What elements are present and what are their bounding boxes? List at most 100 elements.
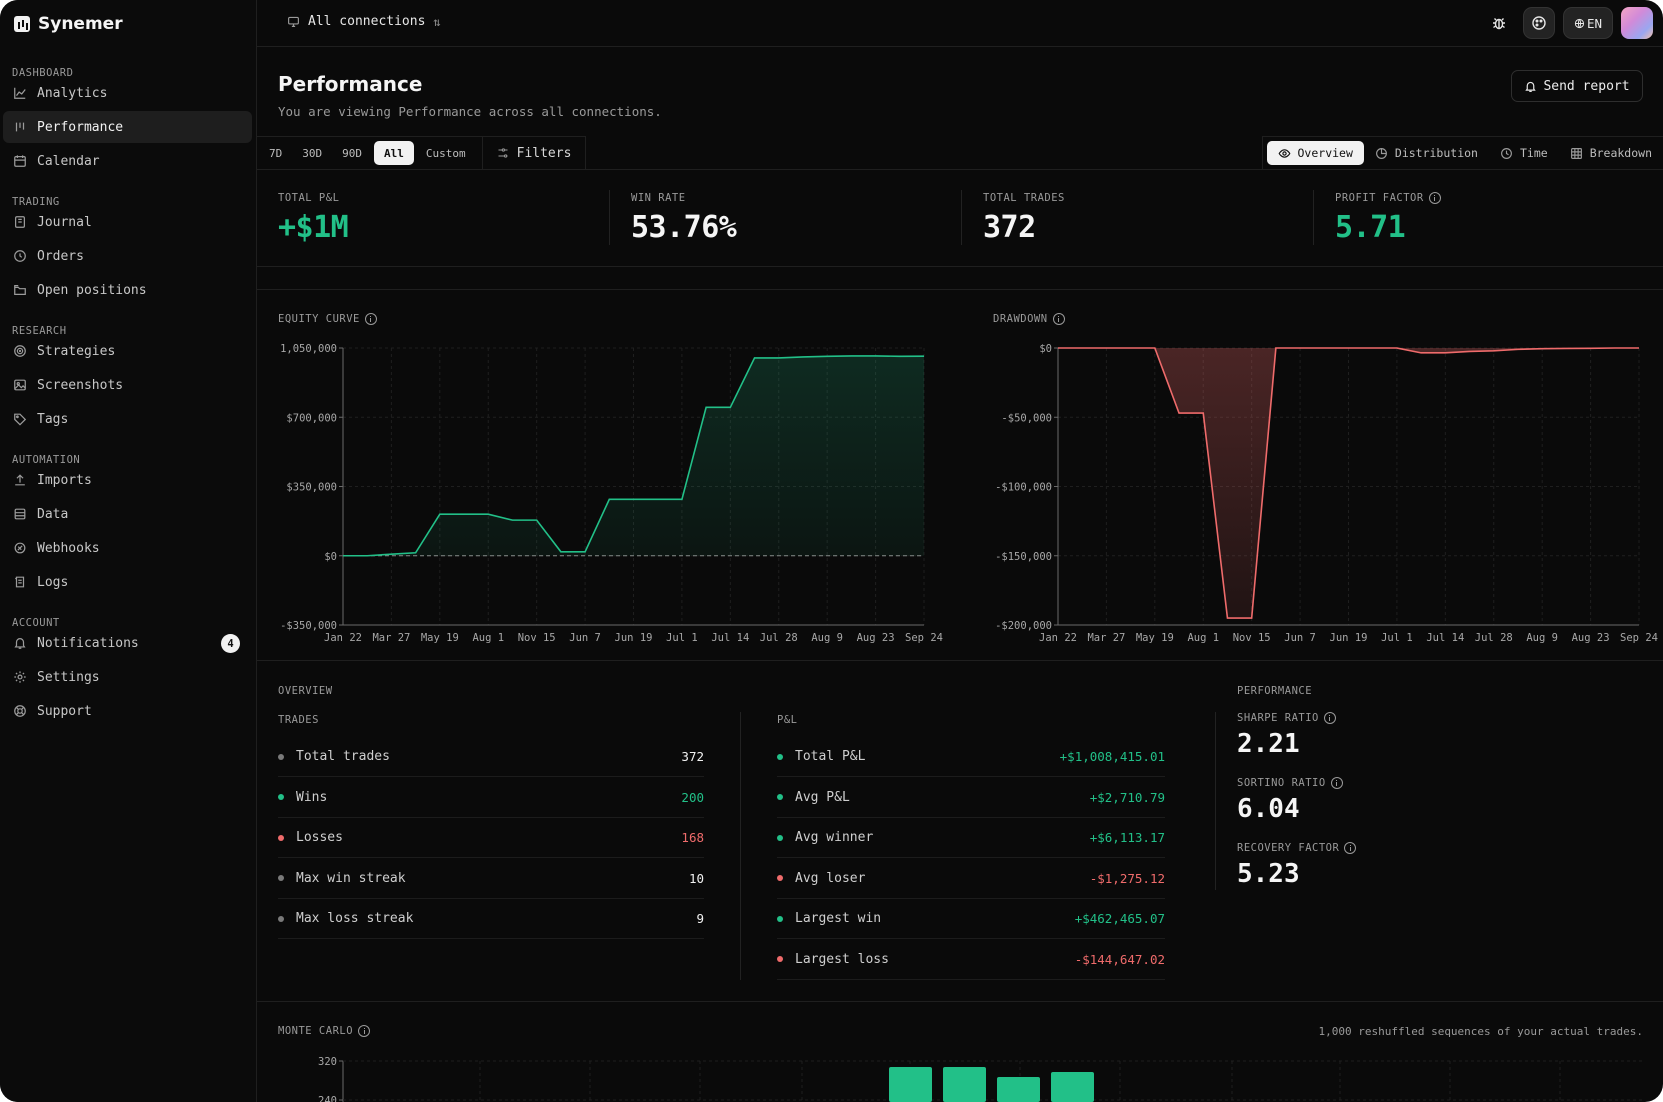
info-icon[interactable] (1323, 712, 1336, 724)
sidebar-item-tags[interactable]: Tags (3, 403, 252, 435)
sidebar-item-calendar[interactable]: Calendar (3, 145, 252, 177)
sidebar-item-orders[interactable]: Orders (3, 240, 252, 272)
grid-icon (1570, 147, 1582, 159)
sidebar-item-open-positions[interactable]: Open positions (3, 274, 252, 306)
list-item-value: 168 (681, 830, 704, 845)
list-item: Max win streak 10 (278, 859, 704, 899)
sidebar-section-label: RESEARCH (12, 325, 67, 337)
tab-overview[interactable]: Overview (1266, 141, 1364, 165)
metric-value: 2.21 (1237, 729, 1300, 759)
sidebar-item-screenshots[interactable]: Screenshots (3, 369, 252, 401)
range-tab-all[interactable]: All (374, 141, 414, 165)
sidebar-item-performance[interactable]: Performance (3, 111, 252, 143)
sidebar-item-label: Screenshots (37, 377, 124, 393)
info-icon[interactable] (358, 1025, 371, 1037)
sidebar-item-support[interactable]: Support (3, 695, 252, 727)
brand[interactable]: Synemer (14, 12, 123, 36)
pie-icon (1375, 147, 1387, 159)
sidebar-item-label: Open positions (37, 282, 147, 298)
calendar-icon (14, 155, 26, 167)
sidebar-section-label: TRADING (12, 196, 60, 208)
bar (997, 1077, 1040, 1102)
monte-carlo-label: MONTE CARLO (278, 1025, 371, 1037)
upload-icon (15, 474, 25, 486)
list-item-value: +$462,465.07 (1074, 911, 1165, 926)
list-item-label: Avg loser (795, 870, 866, 886)
tab-label: Time (1519, 146, 1548, 160)
status-dot (278, 834, 284, 841)
sidebar-item-strategies[interactable]: Strategies (3, 335, 252, 367)
y-tick-label: -$150,000 (995, 551, 1052, 563)
info-icon[interactable] (1428, 192, 1441, 204)
sidebar-item-label: Notifications (37, 635, 139, 651)
sidebar-item-notifications[interactable]: Notifications 4 (3, 627, 252, 659)
tab-breakdown[interactable]: Breakdown (1559, 141, 1663, 165)
sidebar-item-imports[interactable]: Imports (3, 464, 252, 496)
sidebar-item-label: Support (37, 703, 92, 719)
send-report-button[interactable]: Send report (1511, 70, 1643, 102)
y-tick-label: $0 (1039, 343, 1052, 355)
sidebar-item-label: Journal (37, 214, 92, 230)
info-icon[interactable] (364, 313, 377, 325)
x-tick-label: Aug 1 (472, 632, 504, 644)
x-tick-label: Jul 28 (760, 632, 798, 644)
sidebar-section-label: AUTOMATION (12, 454, 81, 466)
info-icon[interactable] (1344, 842, 1357, 854)
divider (257, 266, 1663, 267)
info-icon[interactable] (1330, 777, 1343, 789)
language-button[interactable]: EN (1563, 7, 1613, 39)
list-item-value: 9 (696, 911, 704, 926)
y-tick-label: -$100,000 (995, 482, 1052, 494)
sidebar-item-data[interactable]: Data (3, 498, 252, 530)
range-tab-30d[interactable]: 30D (302, 146, 323, 160)
metric-label: RECOVERY FACTOR (1237, 842, 1357, 854)
x-tick-label: Aug 9 (811, 632, 843, 644)
history-icon (14, 250, 26, 262)
tab-distribution[interactable]: Distribution (1364, 141, 1489, 165)
metric-label-text: SHARPE RATIO (1237, 712, 1319, 724)
status-dot (278, 753, 284, 760)
filters-button[interactable]: Filters (481, 136, 586, 170)
connection-selector[interactable]: All connections ⇅ (287, 14, 441, 29)
sidebar-item-journal[interactable]: Journal (3, 206, 252, 238)
series-line (1058, 347, 1639, 619)
range-tab-custom[interactable]: Custom (425, 146, 466, 160)
sidebar-item-webhooks[interactable]: Webhooks (3, 532, 252, 564)
y-tick-label: 320 (318, 1056, 337, 1068)
book-icon (15, 216, 25, 228)
page-subtitle: You are viewing Performance across all c… (278, 104, 662, 119)
notification-count-badge: 4 (221, 634, 240, 653)
kpi-label-text: WIN RATE (631, 192, 686, 204)
list-item-label: Total trades (296, 749, 390, 764)
drawdown-label: DRAWDOWN (993, 313, 1065, 325)
user-avatar[interactable] (1621, 7, 1653, 39)
monte-carlo-title: MONTE CARLO (278, 1025, 354, 1037)
sidebar-item-label: Strategies (37, 343, 116, 359)
sidebar-item-label: Orders (37, 248, 84, 264)
sidebar-item-logs[interactable]: Logs (3, 566, 252, 598)
info-icon[interactable] (1052, 313, 1065, 325)
divider (1313, 190, 1314, 245)
list-item: Avg P&L +$2,710.79 (777, 778, 1165, 818)
bug-button[interactable] (1483, 7, 1515, 39)
sort-arrows-icon: ⇅ (433, 14, 441, 29)
sidebar-item-analytics[interactable]: Analytics (3, 77, 252, 109)
range-tab-90d[interactable]: 90D (342, 146, 362, 160)
metric-label-text: SORTINO RATIO (1237, 777, 1326, 789)
metric-value: 6.04 (1237, 794, 1300, 824)
support-icon (14, 705, 26, 717)
sidebar-section-label: ACCOUNT (12, 617, 60, 629)
theme-button[interactable] (1523, 7, 1555, 39)
target-icon (14, 345, 26, 357)
x-tick-label: Jul 28 (1475, 632, 1513, 644)
list-item-label: Wins (296, 789, 328, 805)
sidebar-item-settings[interactable]: Settings (3, 661, 252, 693)
tab-time[interactable]: Time (1489, 141, 1559, 165)
range-tab-7d[interactable]: 7D (269, 146, 283, 160)
divider (961, 190, 962, 245)
x-tick-label: Nov 15 (518, 632, 556, 644)
kpi-label: TOTAL P&L (278, 192, 608, 204)
kpi-value: +$1M (278, 210, 349, 245)
